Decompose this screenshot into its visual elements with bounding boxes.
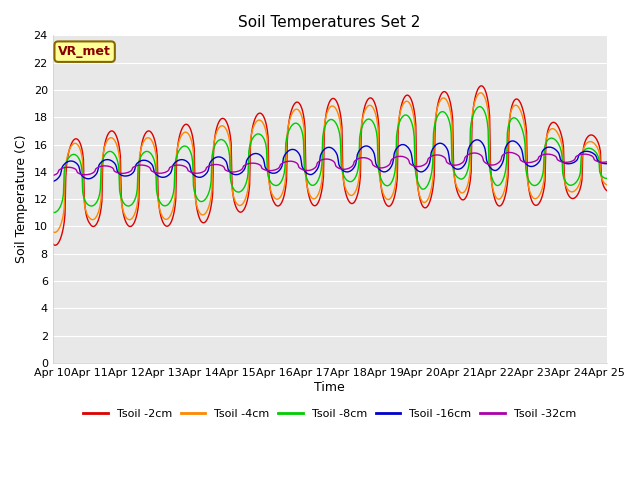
Tsoil -2cm	[554, 122, 561, 128]
Tsoil -4cm	[322, 114, 330, 120]
Tsoil -32cm	[506, 150, 513, 156]
Tsoil -8cm	[195, 197, 203, 203]
Tsoil -2cm	[195, 214, 203, 219]
Line: Tsoil -32cm: Tsoil -32cm	[52, 153, 607, 176]
Tsoil -4cm	[376, 174, 383, 180]
Line: Tsoil -4cm: Tsoil -4cm	[52, 93, 607, 232]
Line: Tsoil -16cm: Tsoil -16cm	[52, 140, 607, 181]
Tsoil -16cm	[49, 179, 56, 184]
Tsoil -2cm	[171, 204, 179, 210]
Tsoil -2cm	[322, 113, 330, 119]
Tsoil -4cm	[51, 229, 59, 235]
Tsoil -32cm	[194, 170, 202, 176]
Tsoil -16cm	[429, 145, 437, 151]
Tsoil -8cm	[554, 139, 561, 145]
Tsoil -8cm	[171, 162, 179, 168]
Tsoil -4cm	[49, 228, 56, 234]
Tsoil -8cm	[603, 176, 611, 181]
Tsoil -16cm	[170, 161, 178, 167]
Line: Tsoil -2cm: Tsoil -2cm	[52, 86, 607, 245]
Tsoil -8cm	[322, 121, 330, 127]
Tsoil -4cm	[171, 194, 179, 200]
Tsoil -2cm	[603, 188, 611, 193]
Tsoil -2cm	[477, 83, 485, 89]
Tsoil -16cm	[603, 161, 611, 167]
Tsoil -4cm	[554, 130, 561, 135]
Tsoil -2cm	[376, 165, 383, 170]
Tsoil -8cm	[49, 210, 57, 216]
Title: Soil Temperatures Set 2: Soil Temperatures Set 2	[239, 15, 421, 30]
Tsoil -4cm	[603, 182, 611, 188]
Tsoil -2cm	[49, 241, 56, 247]
Tsoil -4cm	[195, 208, 203, 214]
Tsoil -32cm	[375, 165, 383, 171]
Tsoil -2cm	[430, 173, 438, 179]
Tsoil -4cm	[477, 90, 484, 96]
Tsoil -16cm	[194, 174, 202, 180]
Tsoil -16cm	[321, 146, 329, 152]
Tsoil -16cm	[375, 166, 383, 172]
Tsoil -32cm	[321, 156, 329, 162]
Tsoil -32cm	[553, 155, 561, 160]
Tsoil -32cm	[429, 153, 437, 158]
Line: Tsoil -8cm: Tsoil -8cm	[52, 107, 607, 213]
Tsoil -2cm	[51, 242, 59, 248]
Tsoil -8cm	[430, 124, 438, 130]
Text: VR_met: VR_met	[58, 45, 111, 58]
Y-axis label: Soil Temperature (C): Soil Temperature (C)	[15, 135, 28, 264]
Tsoil -16cm	[474, 137, 481, 143]
Tsoil -4cm	[430, 132, 438, 138]
Legend: Tsoil -2cm, Tsoil -4cm, Tsoil -8cm, Tsoil -16cm, Tsoil -32cm: Tsoil -2cm, Tsoil -4cm, Tsoil -8cm, Tsoi…	[79, 404, 580, 423]
Tsoil -32cm	[170, 163, 178, 168]
Tsoil -8cm	[376, 172, 383, 178]
Tsoil -8cm	[476, 104, 483, 109]
Tsoil -16cm	[553, 148, 561, 154]
Tsoil -32cm	[603, 159, 611, 165]
X-axis label: Time: Time	[314, 381, 345, 394]
Tsoil -8cm	[49, 209, 56, 215]
Tsoil -32cm	[49, 173, 56, 179]
